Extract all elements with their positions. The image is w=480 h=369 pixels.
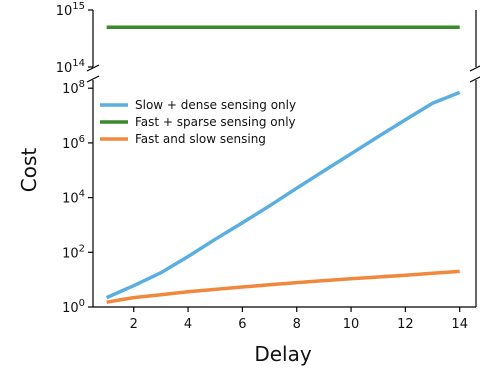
y-tick-label-lower: 102 — [62, 243, 85, 261]
y-tick-label-upper: 1015 — [56, 1, 85, 19]
y-tick-label-upper: 1014 — [56, 58, 85, 76]
y-tick-label-lower: 104 — [62, 189, 85, 207]
y-axis-title: Cost — [17, 148, 41, 193]
x-tick-label: 14 — [451, 317, 468, 332]
x-tick-label: 4 — [184, 317, 192, 332]
x-tick-label: 6 — [238, 317, 246, 332]
axis-break-right-upper — [469, 65, 480, 72]
legend-label-1: Slow + dense sensing only — [135, 98, 296, 112]
series-line-1 — [105, 90, 461, 300]
y-tick-label-lower: 100 — [62, 298, 85, 316]
axis-break-left-upper — [86, 64, 100, 72]
legend-label-2: Fast + sparse sensing only — [135, 115, 296, 129]
axis-break-left-lower — [86, 75, 100, 83]
y-tick-label-lower: 108 — [62, 79, 85, 97]
x-tick-label: 2 — [130, 317, 138, 332]
axis-break-right-lower — [469, 76, 480, 83]
x-tick-label: 10 — [343, 317, 360, 332]
x-tick-label: 8 — [293, 317, 301, 332]
y-tick-label-lower: 106 — [62, 134, 85, 152]
x-axis-title: Delay — [254, 342, 312, 366]
x-tick-label: 12 — [397, 317, 414, 332]
series-lines — [105, 25, 461, 304]
legend-label-3: Fast and slow sensing — [135, 132, 266, 146]
axes: 1014 1015 100 102 104 106 108 2 4 6 8 10 12 14 — [56, 1, 480, 332]
series-line-3 — [106, 269, 460, 304]
legend: Slow + dense sensing only Fast + sparse s… — [100, 98, 296, 146]
